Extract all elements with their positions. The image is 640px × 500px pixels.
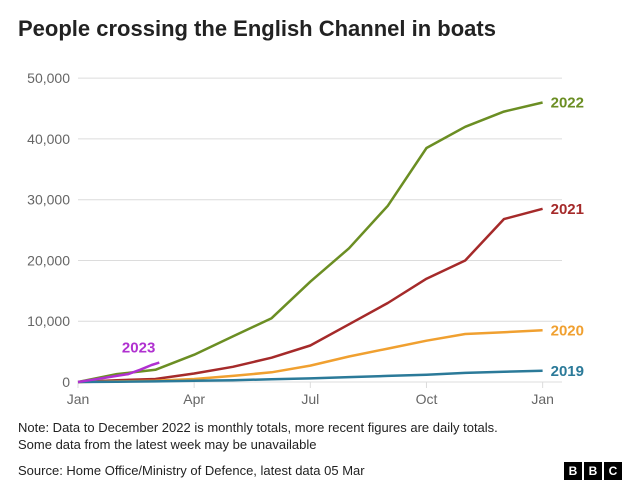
- y-tick-label: 30,000: [27, 192, 70, 208]
- y-tick-label: 10,000: [27, 313, 70, 329]
- y-tick-label: 50,000: [27, 70, 70, 86]
- x-tick-label: Oct: [416, 391, 438, 407]
- y-tick-label: 40,000: [27, 131, 70, 147]
- y-tick-label: 20,000: [27, 252, 70, 268]
- y-tick-label: 0: [62, 374, 70, 390]
- chart-title: People crossing the English Channel in b…: [18, 16, 622, 42]
- x-tick-label: Apr: [183, 391, 205, 407]
- source-text: Source: Home Office/Ministry of Defence,…: [18, 463, 365, 478]
- series-label-2019: 2019: [551, 363, 584, 380]
- bbc-logo: B B C: [564, 462, 622, 480]
- line-chart: 0 10,000 20,000 30,000 40,000 50,000 Jan Apr Jul…: [18, 48, 622, 418]
- series-label-2023: 2023: [122, 340, 155, 357]
- x-tick-label: Jan: [67, 391, 90, 407]
- series-label-2022: 2022: [551, 94, 584, 111]
- chart-note: Note: Data to December 2022 is monthly t…: [18, 420, 622, 454]
- x-tick-label: Jan: [531, 391, 554, 407]
- chart-area: 0 10,000 20,000 30,000 40,000 50,000 Jan Apr Jul…: [18, 48, 622, 418]
- series-label-2021: 2021: [551, 201, 584, 218]
- series-label-2020: 2020: [551, 322, 584, 339]
- x-tick-label: Jul: [301, 391, 319, 407]
- series-line-2019: [78, 371, 543, 382]
